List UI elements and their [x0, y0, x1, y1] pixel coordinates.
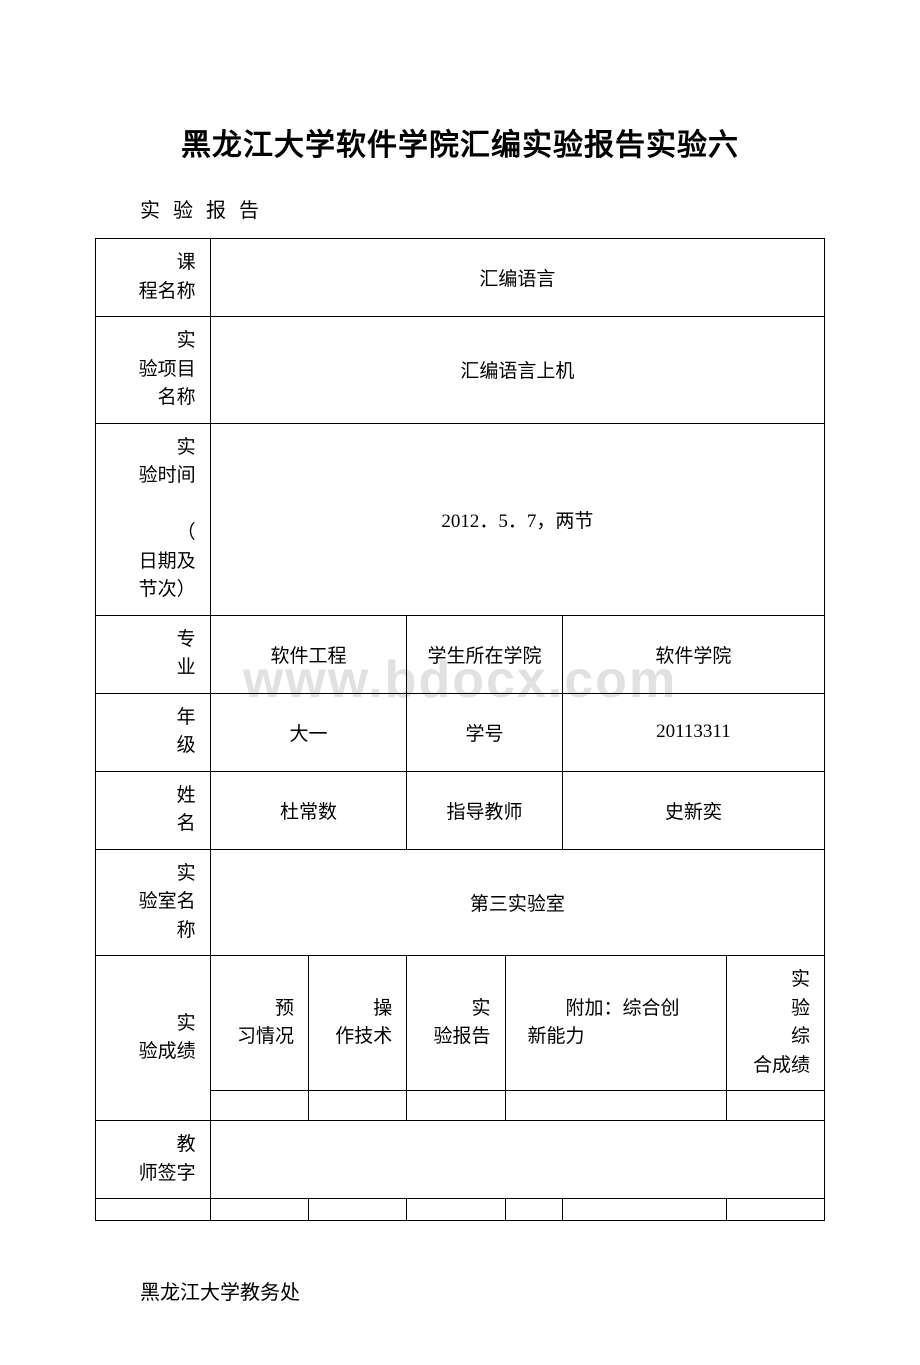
table-row: 教师签字 [96, 1121, 825, 1199]
value-student-id: 20113311 [562, 693, 824, 771]
footer-text: 黑龙江大学教务处 [95, 1276, 825, 1305]
table-row [96, 1199, 825, 1221]
value-major: 软件工程 [210, 615, 407, 693]
value-project-name: 汇编语言上机 [210, 317, 824, 424]
table-row: 实验时间 （日期及节次） 2012．5．7，两节 [96, 423, 825, 615]
label-name: 姓名 [96, 771, 211, 849]
table-row: 课程名称 汇编语言 [96, 239, 825, 317]
table-row: 实验室名称 第三实验室 [96, 849, 825, 956]
label-teacher: 指导教师 [407, 771, 563, 849]
value-addition [505, 1091, 726, 1121]
value-teacher: 史新奕 [562, 771, 824, 849]
value-room: 第三实验室 [210, 849, 824, 956]
bottom-cell [96, 1199, 211, 1221]
bottom-cell [505, 1199, 562, 1221]
table-row: 姓名 杜常数 指导教师 史新奕 [96, 771, 825, 849]
value-grade: 大一 [210, 693, 407, 771]
bottom-cell [308, 1199, 406, 1221]
bottom-cell [562, 1199, 726, 1221]
value-operation [308, 1091, 406, 1121]
label-room: 实验室名称 [96, 849, 211, 956]
label-operation: 操作技术 [308, 956, 406, 1091]
label-signature: 教师签字 [96, 1121, 211, 1199]
label-course-name: 课程名称 [96, 239, 211, 317]
table-row: 实验项目名称 汇编语言上机 [96, 317, 825, 424]
value-name: 杜常数 [210, 771, 407, 849]
value-final-score [726, 1091, 824, 1121]
value-college: 软件学院 [562, 615, 824, 693]
table-row: 实验成绩 预习情况 操作技术 实验报告 附加：综合创新能力 实验 综合成绩 [96, 956, 825, 1091]
label-major: 专业 [96, 615, 211, 693]
document-subtitle: 实 验 报 告 [95, 194, 825, 223]
value-signature [210, 1121, 824, 1199]
label-addition: 附加：综合创新能力 [505, 956, 726, 1091]
label-preview: 预习情况 [210, 956, 308, 1091]
label-final-score: 实验 综合成绩 [726, 956, 824, 1091]
bottom-cell [726, 1199, 824, 1221]
label-grade: 年级 [96, 693, 211, 771]
value-course-name: 汇编语言 [210, 239, 824, 317]
report-table: 课程名称 汇编语言 实验项目名称 汇编语言上机 实验时间 （日期及节次） 201… [95, 238, 825, 1221]
label-student-id: 学号 [407, 693, 563, 771]
label-time: 实验时间 （日期及节次） [96, 423, 211, 615]
value-report [407, 1091, 505, 1121]
value-time: 2012．5．7，两节 [210, 423, 824, 615]
label-project-name: 实验项目名称 [96, 317, 211, 424]
label-score: 实验成绩 [96, 956, 211, 1121]
table-row: 专业 软件工程 学生所在学院 软件学院 [96, 615, 825, 693]
document-title: 黑龙江大学软件学院汇编实验报告实验六 [95, 120, 825, 164]
label-report: 实验报告 [407, 956, 505, 1091]
bottom-cell [407, 1199, 505, 1221]
value-preview [210, 1091, 308, 1121]
document-page: 黑龙江大学软件学院汇编实验报告实验六 实 验 报 告 课程名称 汇编语言 实验项… [0, 0, 920, 1365]
table-row: 年级 大一 学号 20113311 [96, 693, 825, 771]
bottom-cell [210, 1199, 308, 1221]
label-college: 学生所在学院 [407, 615, 563, 693]
